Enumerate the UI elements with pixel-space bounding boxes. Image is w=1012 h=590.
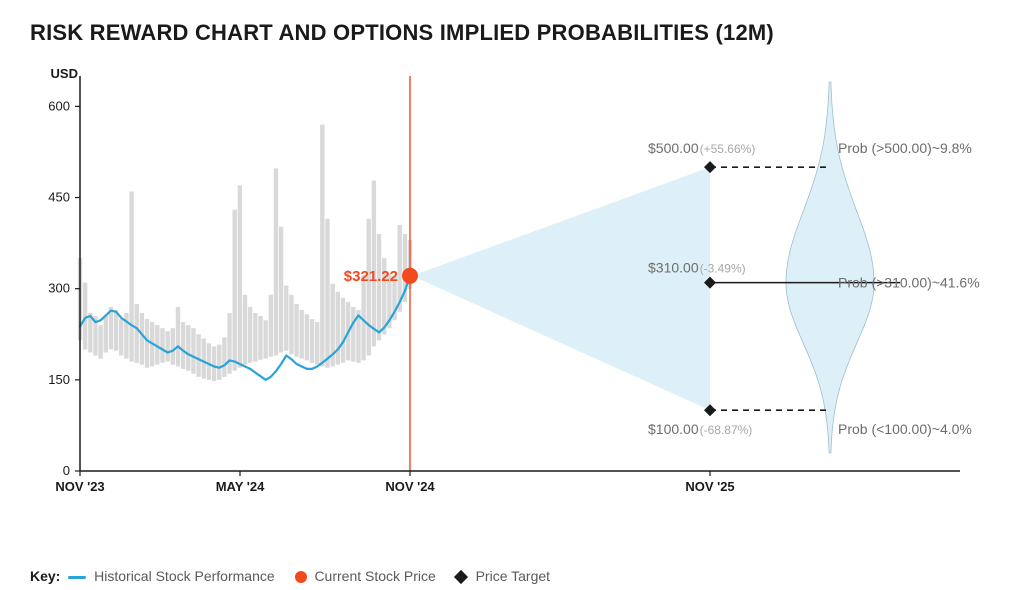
- svg-text:Prob (>500.00)~9.8%: Prob (>500.00)~9.8%: [838, 140, 972, 156]
- svg-text:$310.00(-3.49%): $310.00(-3.49%): [648, 260, 746, 276]
- svg-text:Prob (<100.00)~4.0%: Prob (<100.00)~4.0%: [838, 421, 972, 437]
- legend-diamond-icon: [454, 570, 468, 584]
- legend-historical: Historical Stock Performance: [94, 568, 275, 584]
- svg-text:300: 300: [48, 281, 70, 296]
- legend: Key: Historical Stock Performance Curren…: [30, 568, 566, 584]
- page-title: RISK REWARD CHART AND OPTIONS IMPLIED PR…: [30, 20, 982, 46]
- svg-text:USD: USD: [51, 66, 78, 81]
- svg-text:NOV '25: NOV '25: [685, 479, 734, 494]
- svg-text:NOV '24: NOV '24: [385, 479, 435, 494]
- risk-reward-chart: $500.00(+55.66%) Prob (>500.00)~9.8% $310.…: [30, 66, 982, 526]
- svg-text:0: 0: [63, 463, 70, 478]
- svg-text:600: 600: [48, 98, 70, 113]
- svg-text:$500.00(+55.66%): $500.00(+55.66%): [648, 140, 755, 156]
- svg-text:NOV '23: NOV '23: [55, 479, 104, 494]
- svg-text:450: 450: [48, 190, 70, 205]
- svg-text:$321.22: $321.22: [344, 268, 398, 285]
- legend-current: Current Stock Price: [314, 568, 435, 584]
- svg-text:Prob (>310.00)~41.6%: Prob (>310.00)~41.6%: [838, 275, 980, 291]
- svg-text:150: 150: [48, 372, 70, 387]
- legend-target: Price Target: [476, 568, 550, 584]
- legend-dot-icon: [295, 571, 307, 583]
- svg-text:$100.00(-68.87%): $100.00(-68.87%): [648, 421, 752, 437]
- legend-key-label: Key:: [30, 568, 60, 584]
- svg-text:MAY '24: MAY '24: [216, 479, 265, 494]
- legend-line-icon: [68, 576, 86, 579]
